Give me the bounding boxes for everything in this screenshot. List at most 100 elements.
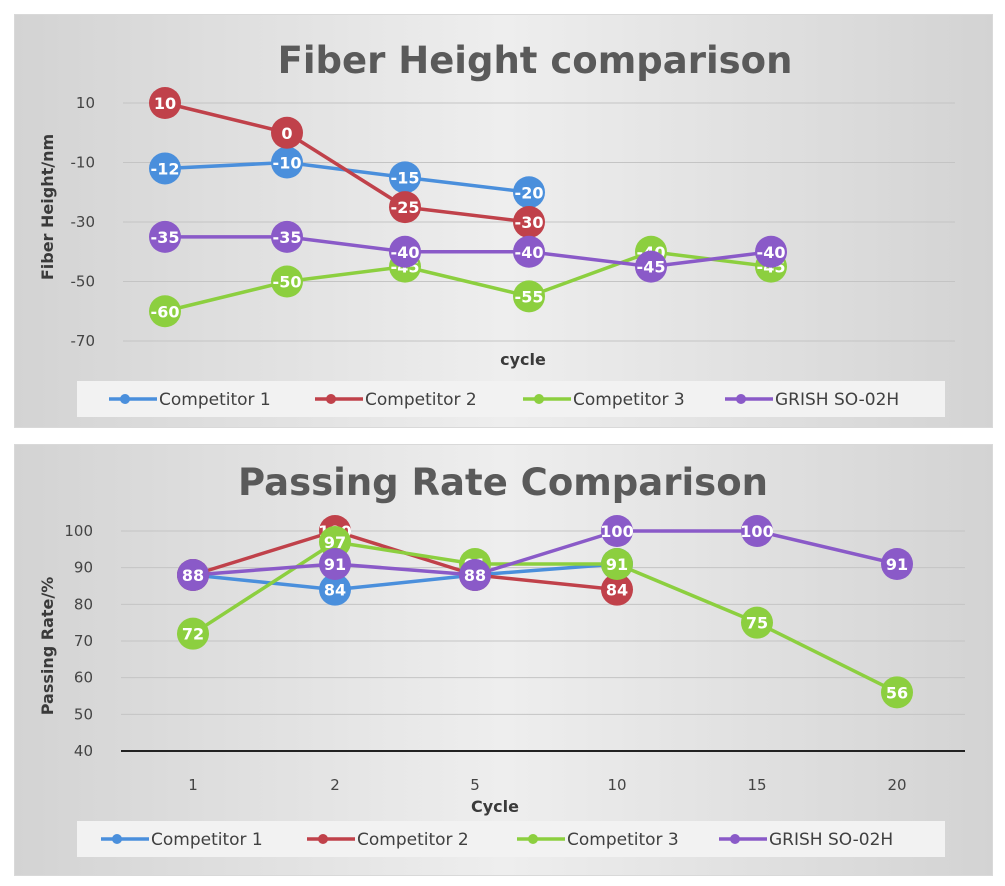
data-label: -40 (515, 243, 544, 262)
y-tick-label: 70 (74, 632, 93, 650)
x-axis-label: cycle (500, 350, 546, 369)
legend-label: Competitor 1 (159, 390, 271, 410)
data-label: 88 (182, 566, 204, 585)
data-label: 84 (324, 581, 346, 600)
data-label: -55 (515, 287, 544, 306)
data-point (601, 515, 633, 547)
y-tick-label: 60 (74, 669, 93, 687)
data-label: -40 (391, 243, 420, 262)
data-label: 88 (464, 566, 486, 585)
data-point (177, 559, 209, 591)
data-label: -12 (151, 159, 180, 178)
fiber-height-chart-panel: Fiber Height comparison 10 -10 -30 -50 -70 cyc… (14, 14, 993, 428)
data-point (635, 250, 667, 283)
data-point (271, 220, 303, 253)
data-point (741, 515, 773, 547)
data-point (271, 146, 303, 179)
data-label: 100 (600, 522, 633, 541)
data-label: -50 (273, 273, 302, 292)
data-point (513, 235, 545, 268)
data-point (319, 548, 351, 580)
legend-label: Competitor 3 (567, 830, 679, 850)
data-point (513, 176, 545, 209)
x-tick-label: 5 (470, 776, 480, 794)
data-label: -45 (637, 258, 666, 277)
chart-title: Fiber Height comparison (278, 39, 793, 82)
data-label: -10 (273, 154, 302, 173)
y-tick-label: -50 (71, 273, 96, 291)
data-point (513, 206, 545, 238)
x-tick-label: 10 (607, 776, 626, 794)
data-label: 84 (606, 581, 628, 600)
data-label: -25 (391, 198, 420, 217)
legend-marker (528, 834, 538, 844)
legend-box (77, 381, 945, 417)
data-label: -30 (515, 213, 544, 232)
y-axis-label: Fiber Height/nm (38, 134, 57, 280)
data-label: -20 (515, 183, 544, 202)
data-point (601, 573, 633, 606)
x-tick-label: 20 (887, 776, 906, 794)
data-label: 91 (606, 555, 628, 574)
y-tick-label: 80 (74, 595, 93, 613)
data-label: -40 (757, 243, 786, 262)
passing-rate-chart-panel: Passing Rate Comparison 100 90 80 70 60 50 40 1 2… (14, 444, 993, 876)
y-tick-label: -10 (71, 154, 96, 172)
data-point (459, 559, 491, 591)
data-point (881, 676, 913, 709)
legend-box (77, 821, 945, 857)
y-tick-label: 40 (74, 742, 93, 760)
data-point (601, 548, 633, 580)
data-label: -35 (151, 228, 180, 247)
series-line (165, 235, 772, 269)
data-label: 0 (281, 124, 292, 143)
data-label: 10 (154, 94, 176, 113)
data-point (149, 220, 181, 253)
series-line (192, 540, 898, 694)
chart-title: Passing Rate Comparison (238, 461, 768, 504)
data-label: 72 (182, 625, 204, 644)
data-point (149, 87, 181, 119)
legend-label: GRISH SO-02H (769, 830, 893, 850)
data-point (389, 191, 421, 224)
x-tick-label: 1 (188, 776, 198, 794)
y-tick-label: 50 (74, 705, 93, 723)
data-point (271, 265, 303, 298)
series-line (164, 250, 772, 313)
data-point (271, 116, 303, 149)
legend-marker (112, 834, 122, 844)
series-line (164, 160, 530, 194)
data-point (319, 526, 351, 558)
x-axis-label: Cycle (471, 797, 519, 816)
fiber-height-chart: Fiber Height comparison 10 -10 -30 -50 -70 cyc… (38, 39, 955, 417)
y-tick-label: -30 (71, 213, 96, 231)
series-line (192, 529, 898, 577)
x-tick-label: 15 (747, 776, 766, 794)
legend-marker (326, 394, 336, 404)
data-point (389, 235, 421, 268)
legend-label: Competitor 1 (151, 830, 263, 850)
data-label: 91 (324, 555, 346, 574)
passing-rate-chart: Passing Rate Comparison 100 90 80 70 60 50 40 1 2… (38, 461, 965, 857)
legend-label: GRISH SO-02H (775, 390, 899, 410)
y-axis-label: Passing Rate/% (38, 577, 57, 716)
y-tick-label: 100 (64, 522, 93, 540)
data-label: 56 (886, 683, 908, 702)
data-point (319, 573, 351, 606)
data-label: -15 (391, 168, 420, 187)
data-point (741, 606, 773, 639)
y-tick-label: 10 (76, 94, 95, 112)
data-point (149, 152, 181, 185)
data-label: 100 (740, 522, 773, 541)
series-line (164, 101, 530, 224)
data-point (177, 617, 209, 650)
data-point (755, 235, 787, 268)
data-point (389, 161, 421, 194)
legend-label: Competitor 2 (357, 830, 469, 850)
data-label: 91 (886, 555, 908, 574)
series-line (192, 562, 618, 592)
legend-label: Competitor 3 (573, 390, 685, 410)
legend-marker (318, 834, 328, 844)
legend-marker (730, 834, 740, 844)
legend-marker (736, 394, 746, 404)
